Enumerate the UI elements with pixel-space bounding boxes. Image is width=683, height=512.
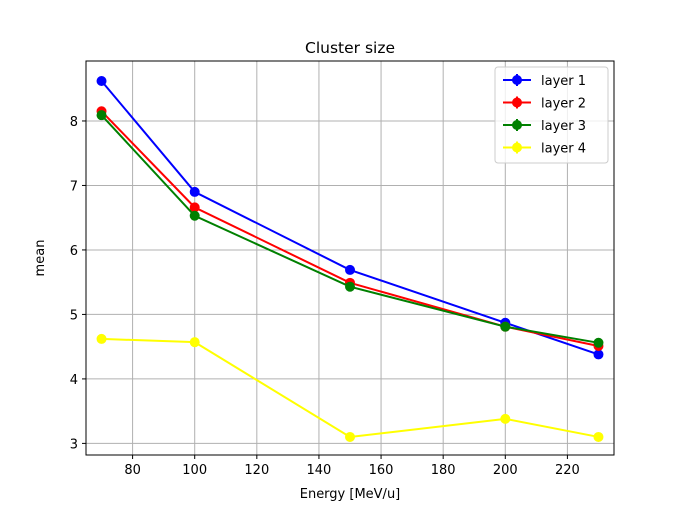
y-tick-label: 5 bbox=[70, 308, 78, 323]
y-tick-label: 8 bbox=[70, 115, 78, 130]
y-tick-label: 4 bbox=[70, 373, 78, 388]
legend-item: layer 1 bbox=[503, 74, 586, 89]
legend-marker bbox=[512, 97, 522, 108]
x-tick-label: 200 bbox=[493, 463, 518, 478]
x-tick-label: 140 bbox=[307, 463, 332, 478]
y-tick-label: 6 bbox=[70, 244, 78, 259]
legend-box bbox=[494, 66, 609, 164]
x-tick-label: 180 bbox=[431, 463, 456, 478]
data-point bbox=[96, 75, 107, 86]
x-tick-label: 100 bbox=[182, 463, 207, 478]
y-tick-label: 7 bbox=[70, 179, 78, 194]
data-point bbox=[500, 413, 511, 424]
y-tick-label: 3 bbox=[70, 437, 78, 452]
x-axis-label: Energy [MeV/u] bbox=[300, 487, 401, 502]
legend-label: layer 2 bbox=[541, 97, 586, 112]
data-point bbox=[345, 264, 355, 275]
x-tick-label: 160 bbox=[369, 463, 394, 478]
legend-marker bbox=[512, 120, 522, 130]
chart-title: Cluster size bbox=[305, 39, 395, 57]
x-tick-label: 120 bbox=[244, 463, 269, 478]
data-point bbox=[189, 186, 200, 197]
data-point bbox=[189, 210, 200, 221]
series-layer-3 bbox=[96, 110, 604, 348]
ticks: 80 100 120 140 160 180 200 220 3 4 5 6 7 8 bbox=[70, 115, 580, 478]
data-point bbox=[593, 431, 604, 442]
series-layer bbox=[96, 75, 604, 442]
data-point bbox=[593, 337, 604, 348]
legend-marker bbox=[512, 75, 522, 85]
legend-label: layer 3 bbox=[541, 119, 586, 134]
data-point bbox=[96, 333, 107, 344]
y-axis-label: mean bbox=[33, 240, 48, 277]
data-point bbox=[345, 281, 355, 292]
data-point bbox=[189, 337, 200, 348]
legend-marker bbox=[512, 142, 522, 153]
legend-label: layer 4 bbox=[541, 142, 586, 157]
data-point bbox=[593, 349, 604, 360]
data-point bbox=[500, 321, 511, 332]
plot-frame bbox=[85, 60, 615, 456]
series-layer-4 bbox=[96, 333, 604, 442]
x-tick-label: 80 bbox=[124, 463, 141, 478]
legend-item: layer 4 bbox=[503, 141, 586, 157]
legend-label: layer 1 bbox=[541, 74, 586, 89]
data-point bbox=[189, 202, 200, 213]
legend-item: layer 3 bbox=[503, 119, 586, 134]
legend: layer 1 layer 2 layer 3 layer 4 bbox=[494, 66, 609, 164]
data-point bbox=[345, 431, 355, 442]
x-tick-label: 220 bbox=[555, 463, 580, 478]
legend-item: layer 2 bbox=[503, 96, 586, 112]
data-point bbox=[96, 110, 107, 121]
